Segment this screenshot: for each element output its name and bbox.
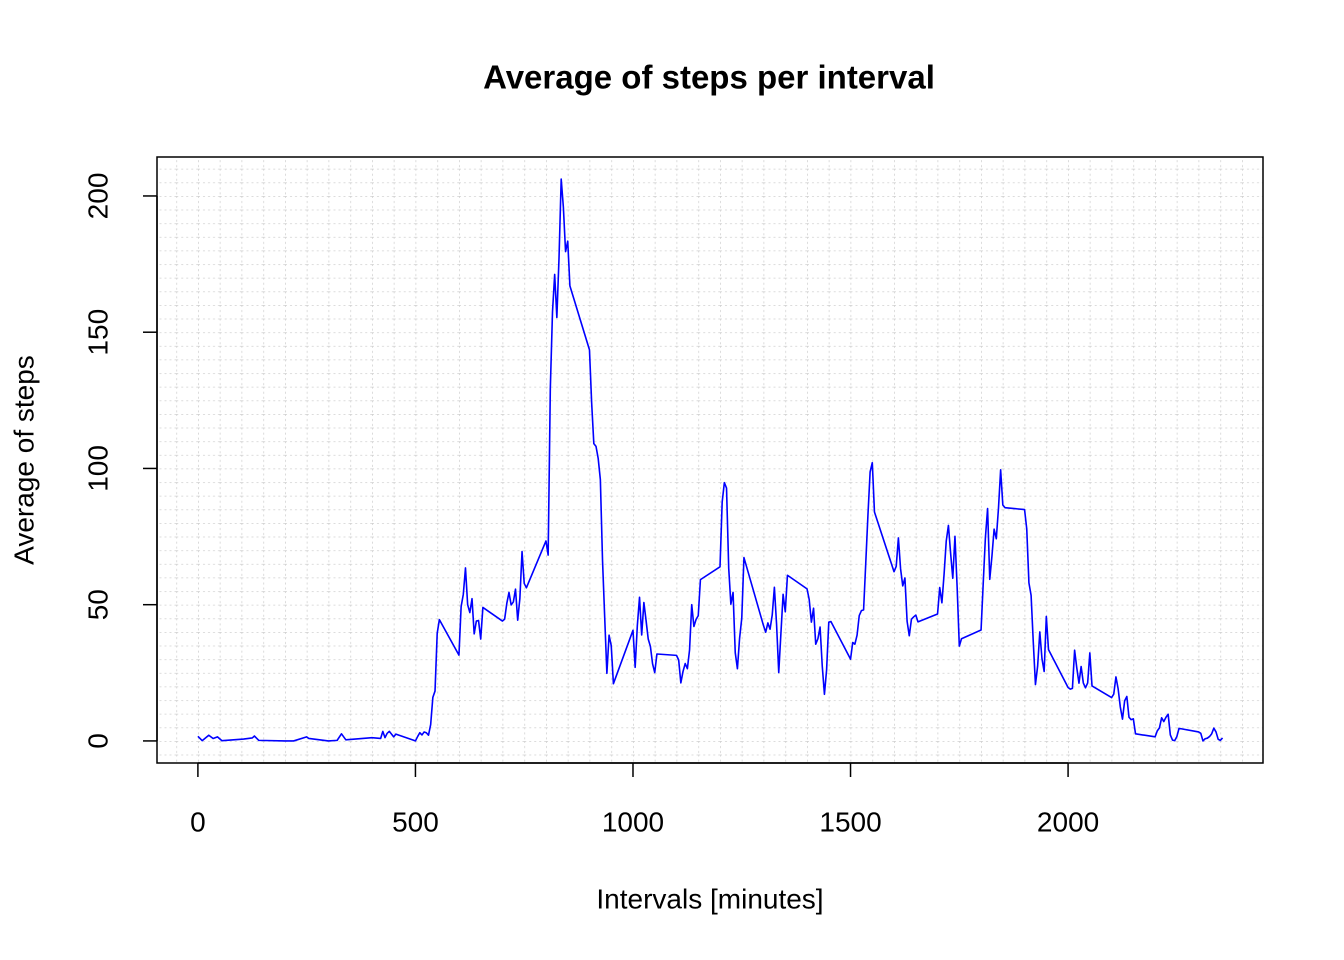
y-axis-title: Average of steps <box>8 355 39 565</box>
y-tick-label: 150 <box>82 309 113 356</box>
x-tick-label: 2000 <box>1037 806 1099 837</box>
x-tick-label: 1000 <box>602 806 664 837</box>
plot-frame <box>156 156 1264 764</box>
y-tick-label: 50 <box>82 589 113 620</box>
x-tick-label: 0 <box>190 806 206 837</box>
y-tick-label: 100 <box>82 445 113 492</box>
x-axis-title: Intervals [minutes] <box>596 883 823 914</box>
y-tick-label: 200 <box>82 173 113 220</box>
chart-title: Average of steps per interval <box>483 59 935 96</box>
data-line <box>197 178 1224 742</box>
grid-background <box>157 157 1263 763</box>
x-tick-label: 1500 <box>819 806 881 837</box>
x-tick-label: 500 <box>392 806 439 837</box>
y-tick-label: 0 <box>82 733 113 749</box>
